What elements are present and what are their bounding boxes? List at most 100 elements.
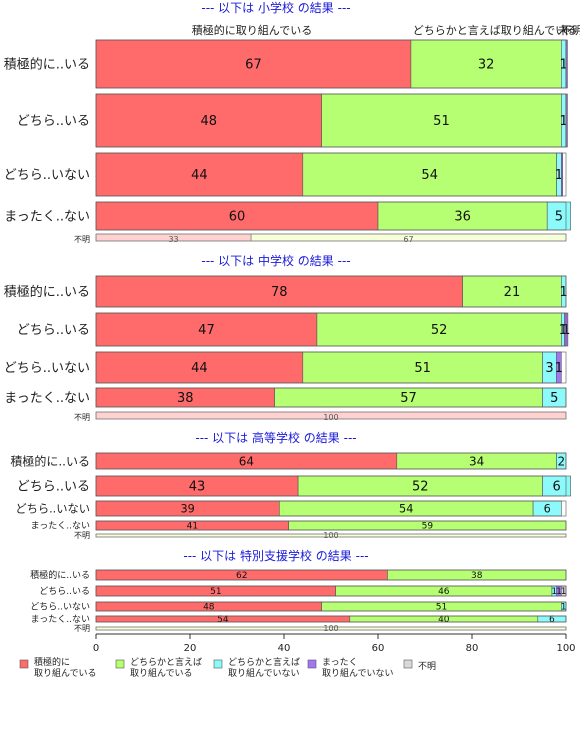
bar-outline	[95, 569, 567, 581]
bar-segment	[95, 39, 412, 89]
bar-segment	[95, 275, 463, 308]
data-label: 5	[555, 210, 563, 225]
data-label: 32	[478, 58, 495, 73]
data-label: 1	[556, 587, 562, 597]
data-label: 51	[414, 361, 431, 376]
data-label: 48	[203, 603, 215, 613]
data-label: 51	[436, 603, 447, 613]
bar-segment	[377, 201, 548, 231]
row-label: どちら..いない	[4, 168, 90, 183]
legend-label: どちらかと言えば	[228, 656, 300, 668]
row-label: まったく..ない	[31, 614, 90, 625]
top-label-3: 未	[558, 24, 569, 37]
fumei-outline	[95, 533, 567, 538]
row-label-fumei: 不明	[74, 531, 90, 540]
data-label: 1	[561, 587, 567, 597]
data-label: 44	[191, 168, 208, 183]
row-label: 積極的に..いる	[4, 57, 90, 73]
row-label: どちら..いない	[15, 503, 90, 516]
row-label: どちら..いる	[17, 480, 90, 495]
bar-outline	[95, 475, 567, 497]
bar-outline	[95, 93, 567, 148]
row-label-fumei: 不明	[74, 235, 90, 244]
data-label: 21	[504, 285, 521, 300]
data-label: 46	[438, 587, 450, 597]
bar-outline	[95, 275, 567, 308]
bar-outline	[95, 615, 567, 623]
row-label: まったく..ない	[4, 210, 90, 225]
row-label-fumei: 不明	[74, 413, 90, 422]
data-label: 54	[421, 168, 438, 183]
legend-label: 取り組んでいない	[228, 667, 300, 679]
bar-outline	[95, 452, 567, 470]
bar-outline	[95, 39, 567, 89]
legend-swatch	[115, 659, 125, 669]
legend-label: まったく	[322, 657, 358, 668]
bar-outline	[95, 387, 567, 408]
data-label: 5	[550, 391, 558, 406]
row-label: 積極的に..いる	[10, 453, 90, 468]
row-label: どちら..いる	[39, 586, 90, 597]
data-label: 38	[177, 391, 194, 406]
group-title: --- 以下は 中学校 の結果 ---	[201, 253, 350, 268]
fumei-outline	[95, 411, 567, 420]
row-label: どちら..いない	[4, 361, 90, 376]
data-label: 1	[559, 323, 567, 338]
data-label: 54	[217, 615, 229, 625]
fumei-outline	[95, 233, 567, 242]
data-label: 6	[549, 615, 555, 625]
data-label: 1	[555, 168, 563, 183]
data-label: 47	[198, 323, 215, 338]
data-label: 6	[552, 480, 560, 495]
fumei-label: 100	[323, 413, 338, 422]
data-label: 1	[560, 114, 568, 129]
top-label-1: 積極的に取り組んでいる	[192, 23, 312, 37]
x-tick-label: 20	[184, 643, 197, 654]
row-label: どちら..いない	[30, 602, 90, 613]
bar-outline	[95, 152, 567, 197]
legend-label: 取り組んでいる	[34, 667, 97, 679]
bar-segment	[560, 152, 564, 197]
row-label: 積極的に..いる	[4, 284, 90, 300]
fumei-label: 100	[323, 531, 338, 540]
top-label-4: 不明	[561, 24, 580, 37]
x-tick-label: 100	[556, 643, 575, 654]
data-label: 54	[399, 503, 413, 516]
legend-label: 取り組んでいない	[322, 667, 394, 679]
row-label-fumei: 不明	[74, 624, 90, 633]
data-label: 2	[557, 454, 565, 468]
bar-outline	[95, 585, 567, 597]
data-label: 51	[433, 114, 450, 129]
data-label: 43	[189, 480, 206, 495]
bar-segment	[95, 312, 318, 347]
data-label: 51	[210, 587, 221, 597]
data-label: 1	[551, 587, 557, 597]
bar-segment	[302, 351, 543, 384]
bar-outline	[95, 201, 567, 231]
bar-segment	[95, 201, 379, 231]
data-label: 52	[431, 323, 448, 338]
bar-segment	[410, 39, 562, 89]
x-tick-label: 60	[372, 643, 385, 654]
row-label: どちら..いる	[17, 323, 90, 338]
legend-swatch	[307, 659, 317, 669]
data-label: 41	[187, 522, 198, 532]
data-label: 6	[544, 503, 551, 516]
bar-outline	[95, 520, 567, 531]
legend-label: 不明	[418, 661, 436, 672]
data-label: 60	[229, 210, 246, 225]
legend-label: 取り組んでいる	[130, 667, 193, 679]
group-title: --- 以下は 高等学校 の結果 ---	[195, 430, 356, 445]
row-label: 積極的に..いる	[30, 569, 90, 581]
data-label: 44	[191, 361, 208, 376]
data-label: 40	[438, 615, 450, 625]
data-label: 59	[422, 522, 434, 532]
top-label-2: どちらかと言えば取り組んでいる	[413, 24, 577, 37]
legend-label: 積極的に	[34, 656, 70, 668]
data-label: 34	[469, 454, 484, 468]
data-label: 39	[180, 503, 194, 516]
bar-outline	[95, 351, 567, 384]
bar-segment	[95, 351, 304, 384]
data-label: 1	[561, 603, 567, 613]
x-tick-label: 0	[93, 643, 99, 654]
